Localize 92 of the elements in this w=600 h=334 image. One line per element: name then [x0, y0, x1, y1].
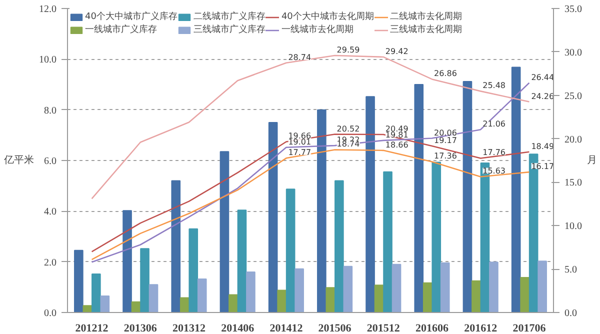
x-tick-label: 201212 — [75, 322, 109, 334]
bar — [246, 271, 256, 312]
bar — [100, 296, 110, 312]
legend-label: 三线城市去化周期 — [390, 24, 462, 36]
bar — [520, 277, 530, 312]
legend-label: 一线城市去化周期 — [281, 24, 354, 36]
y2-tick-label: 35.0 — [564, 4, 582, 15]
bar — [374, 284, 384, 312]
data-label: 17.77 — [288, 148, 312, 158]
bar — [220, 151, 230, 312]
bar — [74, 250, 84, 312]
data-label: 17.76 — [482, 148, 506, 158]
bar — [326, 287, 336, 312]
x-tick-label: 201612 — [464, 322, 498, 334]
data-label: 29.42 — [385, 46, 408, 56]
bar — [237, 210, 247, 312]
data-label: 18.49 — [531, 142, 554, 151]
bar — [122, 210, 132, 312]
y2-tick-label: 5.0 — [564, 264, 577, 276]
y-tick-label: 10.0 — [39, 54, 56, 66]
bar — [197, 278, 207, 312]
y-tick-label: 8.0 — [44, 105, 56, 116]
legend-label: 40个大中城市去化周期 — [281, 10, 374, 23]
bar — [294, 268, 304, 312]
y-tick-label: 2.0 — [44, 257, 56, 268]
bar — [489, 262, 498, 312]
line-series — [91, 54, 530, 200]
y2-tick-label: 15.0 — [564, 178, 582, 189]
y2-tick-label: 30.0 — [564, 47, 582, 58]
y2-axis-title: 月 — [587, 155, 597, 166]
legend-label: 一线城市广义库存 — [85, 24, 157, 36]
bar — [440, 262, 450, 312]
bar — [286, 188, 296, 312]
y2-tick-label: 0.0 — [564, 308, 577, 319]
y-axis-title: 亿平米 — [3, 154, 34, 166]
bar — [432, 162, 442, 312]
bar — [422, 282, 432, 312]
legend-label: 二线城市广义库存 — [193, 10, 266, 23]
y-tick-label: 0.0 — [44, 308, 56, 319]
data-label: 20.06 — [434, 128, 457, 138]
x-tick-label: 201706 — [512, 322, 546, 334]
legend-label: 三线城市广义库存 — [193, 24, 266, 36]
x-tick-label: 201412 — [270, 322, 304, 334]
y2-tick-label: 25.0 — [564, 90, 582, 102]
y2-tick-label: 10.0 — [564, 221, 582, 232]
data-label: 20.52 — [336, 124, 360, 134]
data-label: 15.63 — [482, 166, 506, 176]
bar — [383, 171, 392, 312]
data-label: 26.44 — [531, 72, 554, 82]
bar — [472, 280, 481, 312]
bar — [511, 66, 521, 312]
line-series — [91, 82, 530, 263]
data-label: 26.86 — [434, 69, 457, 78]
bar — [140, 248, 150, 312]
bar — [343, 266, 353, 312]
data-label: 25.48 — [482, 81, 506, 90]
data-label: 19.17 — [434, 136, 457, 145]
bar — [92, 273, 101, 312]
data-label: 16.17 — [531, 162, 554, 172]
data-label: 17.36 — [434, 152, 457, 161]
data-label: 19.81 — [385, 130, 408, 140]
y-tick-label: 12.0 — [39, 4, 56, 15]
y2-tick-label: 20.0 — [564, 134, 582, 146]
data-label: 21.06 — [482, 120, 506, 129]
bar — [171, 180, 181, 312]
bar — [462, 80, 472, 312]
bar — [538, 260, 547, 312]
data-label: 18.66 — [385, 140, 408, 150]
y-tick-label: 4.0 — [44, 206, 56, 218]
bar — [148, 284, 158, 312]
x-tick-label: 201406 — [221, 322, 255, 334]
bar — [334, 180, 344, 312]
bar — [268, 122, 278, 312]
x-tick-label: 201312 — [172, 322, 206, 334]
data-label: 19.01 — [288, 137, 312, 146]
bar — [188, 228, 198, 312]
bar — [277, 290, 286, 312]
data-label: 29.59 — [336, 45, 360, 54]
y-tick-label: 6.0 — [44, 156, 56, 167]
x-tick-label: 201512 — [366, 322, 400, 334]
x-tick-label: 201506 — [318, 322, 352, 334]
bar — [228, 294, 238, 312]
data-label: 28.74 — [288, 52, 312, 62]
x-tick-label: 201606 — [416, 322, 449, 334]
legend-label: 二线城市去化周期 — [390, 10, 462, 23]
x-tick-label: 201306 — [124, 322, 158, 334]
bar — [414, 84, 424, 312]
bar — [317, 109, 326, 312]
bar — [366, 96, 375, 312]
bar — [392, 264, 402, 312]
line-series — [91, 149, 530, 260]
legend-label: 40个大中城市广义库存 — [85, 10, 178, 23]
